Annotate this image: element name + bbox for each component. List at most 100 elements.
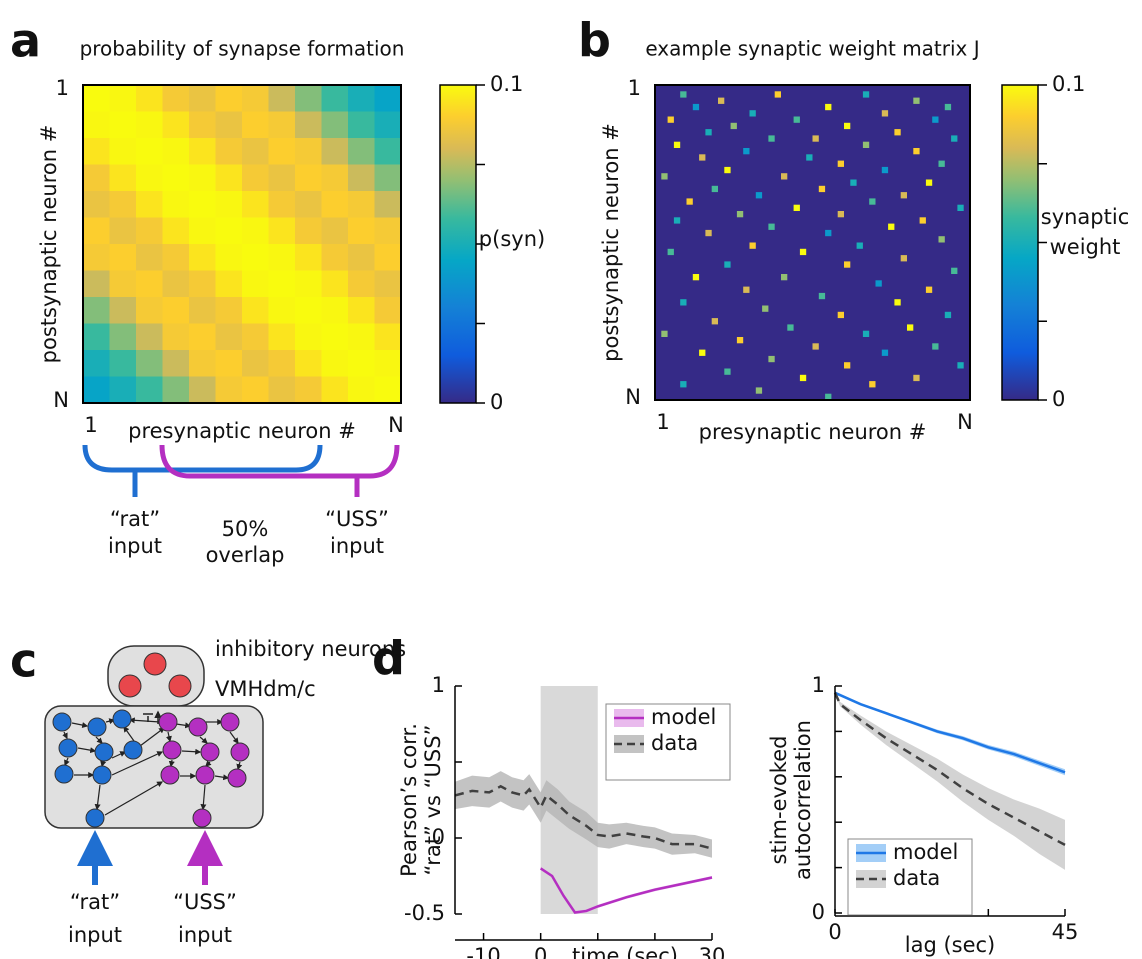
- legend-label: data: [651, 731, 698, 755]
- heatmap-cell: [83, 323, 111, 351]
- synapse: [862, 141, 870, 148]
- heatmap-cell: [189, 217, 217, 245]
- heatmap-cell: [215, 217, 243, 245]
- heatmap-cell: [215, 244, 243, 272]
- y-tick-label: -0.5: [404, 901, 445, 925]
- diagram-label: input: [68, 923, 122, 947]
- y-axis-label: postsynaptic neuron #: [599, 123, 623, 362]
- heatmap-cell: [162, 217, 190, 245]
- synapse: [768, 355, 775, 363]
- y-end-label: 1: [56, 76, 69, 100]
- heatmap-cell: [162, 323, 190, 351]
- heatmap-cell: [321, 217, 349, 245]
- colorbar-tick-label: 0: [1052, 387, 1065, 411]
- synapse: [894, 299, 901, 306]
- colorbar-label: p(syn): [479, 227, 545, 251]
- x-tick-label: 45: [1052, 920, 1079, 944]
- synapse: [837, 160, 844, 167]
- heatmap-cell: [215, 270, 243, 298]
- heatmap-cell: [348, 111, 376, 139]
- heatmap-cell: [242, 217, 270, 245]
- heatmap-cell: [189, 138, 217, 166]
- synapse: [749, 242, 756, 249]
- synapse: [705, 129, 712, 136]
- synapse: [862, 330, 870, 337]
- synapse: [925, 179, 933, 186]
- heatmap-cell: [83, 376, 111, 404]
- heatmap-cell: [215, 191, 243, 219]
- x-axis-label: lag (sec): [905, 933, 996, 957]
- heatmap-cell: [162, 350, 190, 378]
- synapse: [724, 368, 731, 375]
- heatmap-cell: [348, 85, 376, 113]
- heatmap-cell: [321, 111, 349, 139]
- synapse: [755, 192, 763, 199]
- heatmap-cell: [83, 164, 111, 192]
- heatmap-cell: [109, 111, 137, 139]
- heatmap-cell: [136, 244, 164, 272]
- synapse: [900, 255, 907, 262]
- heatmap-cell: [321, 270, 349, 298]
- heatmap-cell: [295, 244, 323, 272]
- heatmap-cell: [321, 297, 349, 325]
- heatmap-cell: [189, 270, 217, 298]
- heatmap-cell: [136, 85, 164, 113]
- heatmap-cell: [189, 297, 217, 325]
- synapse: [957, 362, 964, 369]
- overlap-brackets: [82, 444, 400, 497]
- heatmap-cell: [109, 270, 137, 298]
- synapse: [932, 343, 939, 350]
- heatmap-cell: [83, 244, 111, 272]
- uss-bracket: [159, 444, 400, 479]
- heatmap-cell: [162, 297, 190, 325]
- heatmap-cell: [189, 376, 217, 404]
- y-tick-label: 0: [812, 900, 825, 924]
- heatmap-cell: [215, 376, 243, 404]
- panel-label: a: [10, 14, 41, 68]
- synapse: [736, 211, 744, 218]
- heatmap-cell: [268, 350, 296, 378]
- synapse: [799, 248, 807, 256]
- heatmap-cell: [268, 111, 296, 139]
- heatmap-cell: [162, 244, 190, 272]
- synapse: [673, 141, 681, 148]
- heatmap-cell: [136, 138, 164, 166]
- x-end-label: 1: [656, 410, 669, 434]
- synapse: [692, 103, 700, 111]
- colorbar-label: weight: [1050, 235, 1121, 259]
- heatmap-cell: [295, 111, 323, 139]
- heatmap-cell: [162, 85, 190, 113]
- x-tick-label: -10: [466, 944, 500, 959]
- colorbar-tick-label: 0.1: [490, 72, 523, 96]
- synapse: [787, 324, 794, 331]
- panel-label: d: [372, 632, 405, 686]
- vmh-box: [44, 705, 264, 829]
- synapse: [774, 91, 781, 98]
- synapse: [673, 217, 681, 224]
- legend-label: data: [893, 866, 940, 890]
- synapse: [818, 292, 826, 300]
- heatmap-cell: [189, 350, 217, 378]
- synapse: [844, 362, 851, 369]
- colorbar-tick-label: 0.1: [1052, 72, 1085, 96]
- heatmap-cell: [162, 138, 190, 166]
- y-tick-label: 1: [432, 673, 445, 697]
- heatmap-cell: [374, 138, 402, 166]
- heatmap-cell: [83, 138, 111, 166]
- heatmap-cell: [374, 297, 402, 325]
- synapse: [812, 135, 819, 142]
- synapse: [724, 166, 731, 174]
- heatmap-cell: [374, 270, 402, 298]
- heatmap-cell: [83, 111, 111, 139]
- circuit-diagram: [44, 645, 264, 885]
- synapse: [736, 337, 744, 344]
- synapse: [837, 211, 844, 218]
- heatmap-cell: [268, 270, 296, 298]
- heatmap-cell: [136, 297, 164, 325]
- inhibitory-neuron: [143, 652, 167, 676]
- heatmap-cell: [268, 191, 296, 219]
- panel-label: b: [578, 14, 611, 68]
- heatmap-cell: [189, 191, 217, 219]
- heatmap-cell: [348, 270, 376, 298]
- heatmap-cell: [162, 164, 190, 192]
